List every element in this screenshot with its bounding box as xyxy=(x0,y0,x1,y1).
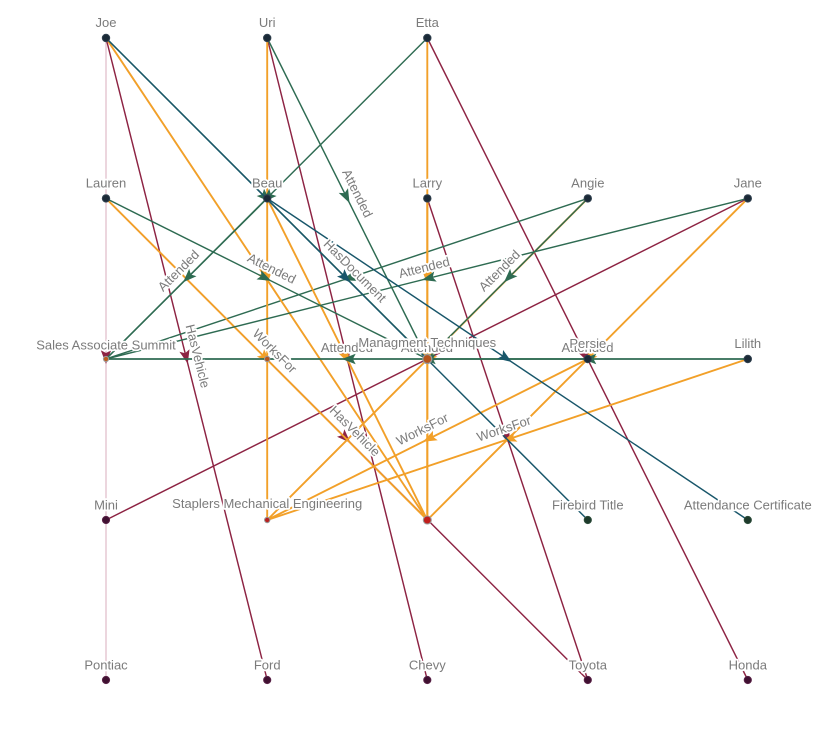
svg-text:Attended: Attended xyxy=(401,340,453,355)
svg-text:Honda: Honda xyxy=(729,657,768,672)
svg-text:Beau: Beau xyxy=(252,176,282,191)
svg-text:Lilith: Lilith xyxy=(734,336,761,351)
svg-text:Lauren: Lauren xyxy=(86,176,126,191)
svg-text:Pontiac: Pontiac xyxy=(84,657,128,672)
svg-text:Toyota: Toyota xyxy=(569,657,608,672)
svg-text:Angie: Angie xyxy=(571,176,604,191)
svg-text:Etta: Etta xyxy=(416,15,440,30)
svg-text:Joe: Joe xyxy=(96,15,117,30)
svg-text:Managment Techniques: Managment Techniques xyxy=(358,335,496,350)
svg-text:Sales Associate Summit: Sales Associate Summit xyxy=(36,337,176,352)
svg-text:Chevy: Chevy xyxy=(409,657,446,672)
svg-text:Uri: Uri xyxy=(259,15,276,30)
svg-text:Attended: Attended xyxy=(321,340,373,355)
svg-text:Persie: Persie xyxy=(569,336,606,351)
svg-text:Mini: Mini xyxy=(94,497,118,512)
svg-text:Persie: Persie xyxy=(569,336,606,351)
svg-text:Angie: Angie xyxy=(571,176,604,191)
svg-text:Lilith: Lilith xyxy=(734,336,761,351)
svg-text:Jane: Jane xyxy=(734,176,762,191)
svg-text:Etta: Etta xyxy=(416,15,440,30)
svg-text:Attendance Certificate: Attendance Certificate xyxy=(684,497,812,512)
svg-text:Uri: Uri xyxy=(259,15,276,30)
svg-text:Attended: Attended xyxy=(401,340,453,355)
svg-text:Firebird Title: Firebird Title xyxy=(552,497,624,512)
svg-text:Ford: Ford xyxy=(254,657,281,672)
svg-text:Beau: Beau xyxy=(252,176,282,191)
svg-text:Attended: Attended xyxy=(321,340,373,355)
svg-text:Attendance Certificate: Attendance Certificate xyxy=(684,497,812,512)
svg-text:Attended: Attended xyxy=(561,340,613,355)
svg-text:Firebird Title: Firebird Title xyxy=(552,497,624,512)
svg-text:Honda: Honda xyxy=(729,657,768,672)
svg-text:Staplers Mechanical Engineerin: Staplers Mechanical Engineering xyxy=(172,496,362,511)
svg-text:Managment Techniques: Managment Techniques xyxy=(358,335,496,350)
svg-text:Lauren: Lauren xyxy=(86,176,126,191)
svg-text:Attended: Attended xyxy=(561,340,613,355)
svg-text:Mini: Mini xyxy=(94,497,118,512)
svg-text:Joe: Joe xyxy=(96,15,117,30)
svg-text:Chevy: Chevy xyxy=(409,657,446,672)
svg-text:Toyota: Toyota xyxy=(569,657,608,672)
svg-text:Jane: Jane xyxy=(734,176,762,191)
svg-text:Larry: Larry xyxy=(412,176,442,191)
svg-text:Ford: Ford xyxy=(254,657,281,672)
svg-text:Pontiac: Pontiac xyxy=(84,657,128,672)
svg-text:Sales Associate Summit: Sales Associate Summit xyxy=(36,337,176,352)
svg-text:Staplers Mechanical Engineerin: Staplers Mechanical Engineering xyxy=(172,496,362,511)
svg-text:Larry: Larry xyxy=(412,176,442,191)
